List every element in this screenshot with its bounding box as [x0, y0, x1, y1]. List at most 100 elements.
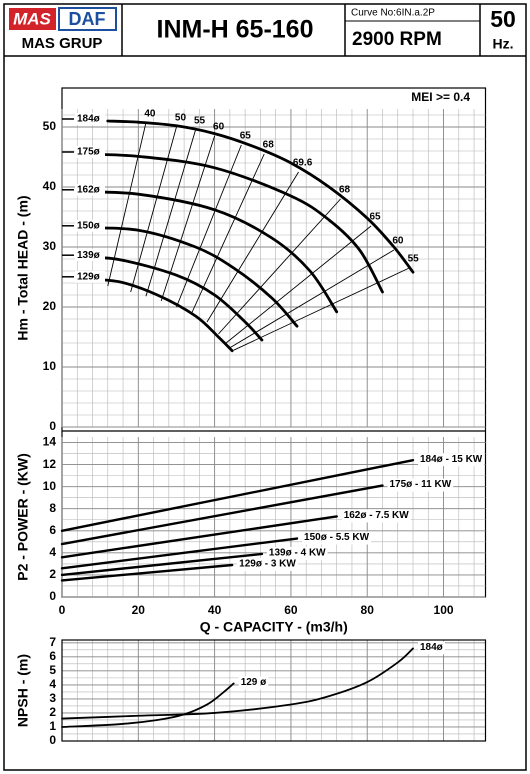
label-background: [266, 546, 328, 560]
curve: [77, 277, 234, 353]
label-background: [75, 219, 105, 232]
label-background: [418, 453, 485, 467]
curve: [60, 537, 299, 570]
efficiency-label: 68: [339, 185, 351, 196]
curve: [77, 226, 299, 328]
curve: [61, 682, 235, 728]
logo-right-box: [58, 7, 117, 31]
logo-bottom: MAS GRUP: [22, 35, 103, 52]
series-label: 184ø: [420, 642, 444, 653]
efficiency-label: 69.6: [293, 158, 313, 169]
y-tick-label: 1: [49, 719, 56, 733]
y-axis-label: P2 - POWER - (KW): [15, 453, 31, 581]
series-label: 129ø - 3 KW: [239, 559, 296, 570]
y-tick-label: 50: [43, 119, 57, 133]
series-label: 175ø: [77, 147, 101, 158]
x-tick-label: 60: [284, 603, 298, 617]
y-tick-label: 14: [43, 435, 57, 449]
speed: 2900 RPM: [352, 29, 442, 50]
efficiency-line: [206, 171, 299, 323]
x-tick-label: 20: [132, 603, 146, 617]
model-name: INM-H 65-160: [157, 16, 314, 44]
label-background: [341, 509, 411, 523]
label-background: [302, 531, 372, 545]
y-tick-label: 30: [43, 239, 57, 253]
mei-annotation: MEI >= 0.4: [411, 90, 470, 104]
efficiency-line: [218, 198, 341, 335]
curve: [60, 515, 338, 559]
efficiency-label: 55: [194, 116, 206, 127]
efficiency-line: [229, 249, 395, 349]
series-label: 129 ø: [241, 677, 267, 688]
label-background: [237, 558, 298, 571]
series-label: 162ø - 7.5 KW: [344, 510, 410, 521]
label-background: [75, 270, 105, 283]
series-label: 150ø: [77, 220, 101, 231]
curve: [60, 563, 234, 582]
y-tick-label: 0: [49, 733, 56, 747]
efficiency-line: [225, 225, 372, 344]
curve: [77, 190, 339, 314]
y-tick-label: 5: [49, 663, 56, 677]
y-tick-label: 3: [49, 691, 56, 705]
efficiency-label: 65: [240, 131, 252, 142]
curve: [77, 255, 264, 342]
frequency-unit: Hz.: [493, 36, 514, 52]
efficiency-line: [233, 267, 410, 351]
y-axis-label: NPSH - (m): [15, 654, 31, 727]
y-tick-label: 20: [43, 299, 57, 313]
efficiency-label: 55: [408, 254, 420, 265]
efficiency-label: 60: [213, 122, 225, 133]
efficiency-label: 68: [263, 140, 275, 151]
logo-left: MAS: [13, 9, 51, 28]
series-label: 162ø: [77, 184, 101, 195]
curve: [61, 647, 414, 720]
curve-number: Curve No:6IN.a.2P: [351, 8, 435, 19]
y-tick-label: 6: [49, 523, 56, 537]
curve: [60, 484, 384, 546]
y-tick-label: 4: [49, 545, 56, 559]
y-tick-label: 0: [49, 419, 56, 433]
label-background: [75, 113, 105, 125]
y-tick-label: 10: [43, 479, 57, 493]
y-tick-label: 7: [49, 635, 56, 649]
y-tick-label: 10: [43, 359, 57, 373]
x-tick-label: 0: [59, 603, 66, 617]
series-label: 139ø: [77, 250, 101, 261]
label-background: [75, 183, 105, 196]
y-axis-label: Hm - Total HEAD - (m): [15, 195, 31, 340]
y-tick-label: 40: [43, 179, 57, 193]
y-tick-label: 6: [49, 649, 56, 663]
y-tick-label: 8: [49, 501, 56, 515]
label-background: [75, 146, 105, 158]
y-tick-label: 12: [43, 457, 57, 471]
x-tick-label: 40: [208, 603, 222, 617]
frequency: 50: [490, 6, 516, 32]
x-axis-label: Q - CAPACITY - (m3/h): [200, 619, 348, 635]
curve: [60, 458, 415, 532]
efficiency-label: 60: [392, 236, 404, 247]
series-label: 129ø: [77, 271, 101, 282]
logo-right: DAF: [69, 9, 106, 29]
efficiency-label: 40: [144, 108, 156, 119]
label-background: [75, 249, 105, 262]
series-label: 184ø: [77, 114, 101, 125]
logo-left-box: [9, 8, 56, 30]
efficiency-label: 50: [175, 113, 187, 124]
y-tick-label: 4: [49, 677, 56, 691]
label-background: [418, 641, 445, 655]
curve: [60, 552, 264, 577]
label-background: [387, 478, 454, 492]
label-background: [238, 676, 269, 690]
series-label: 184ø - 15 KW: [420, 454, 483, 465]
y-tick-label: 2: [49, 705, 56, 719]
y-tick-label: 2: [49, 567, 56, 581]
series-label: 150ø - 5.5 KW: [304, 532, 370, 543]
series-label: 175ø - 11 KW: [389, 479, 451, 490]
y-tick-label: 0: [49, 589, 56, 603]
curve: [106, 119, 415, 274]
x-tick-label: 80: [361, 603, 375, 617]
series-label: 139ø - 4 KW: [269, 548, 326, 559]
panel-frame: [61, 639, 487, 742]
